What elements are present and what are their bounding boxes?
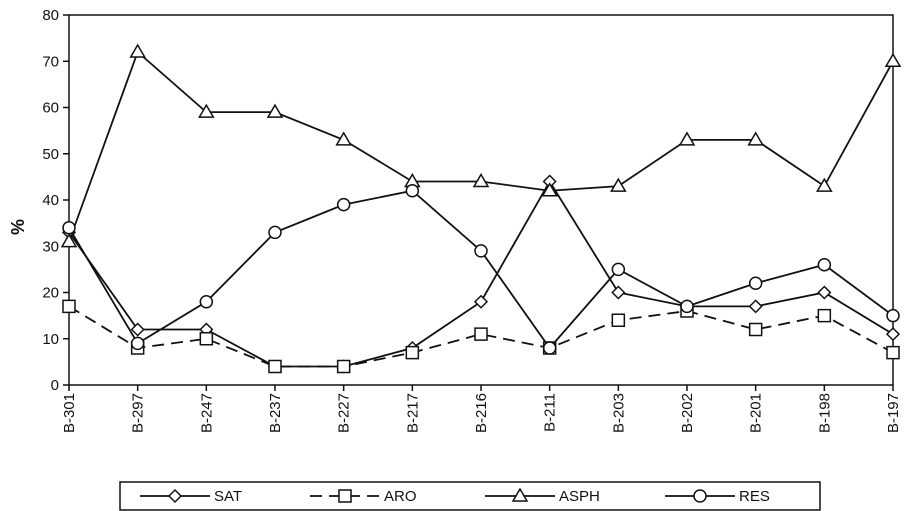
aro-point xyxy=(405,345,420,360)
asph-point xyxy=(60,233,78,248)
y-tick-label: 70 xyxy=(42,53,59,70)
aro-point xyxy=(62,299,76,314)
legend-item-sat: SAT xyxy=(140,488,242,505)
asph-point xyxy=(816,177,833,192)
x-tick-label: B-297 xyxy=(130,393,147,433)
legend-label: RES xyxy=(739,488,770,505)
sat-point xyxy=(817,285,832,300)
y-tick-label: 0 xyxy=(51,377,59,394)
res-point xyxy=(474,244,488,258)
y-tick-label: 30 xyxy=(42,238,59,255)
asph-point xyxy=(541,182,558,197)
legend-box xyxy=(119,481,821,511)
res-point xyxy=(62,221,76,235)
x-tick-label: B-301 xyxy=(61,393,78,433)
asph-point xyxy=(335,131,352,146)
sat-point xyxy=(130,322,145,337)
asph-point xyxy=(610,177,627,192)
aro-point xyxy=(886,345,900,360)
x-tick-label: B-227 xyxy=(336,393,353,433)
aro-point xyxy=(611,313,626,327)
res-point xyxy=(680,299,694,314)
series-sat xyxy=(61,174,901,374)
x-tick-label: B-211 xyxy=(542,393,559,432)
res-point xyxy=(817,258,832,272)
aro-point xyxy=(336,359,351,374)
asph-point xyxy=(511,487,529,502)
y-tick-label: 20 xyxy=(42,285,59,302)
x-tick-label: B-203 xyxy=(610,393,627,433)
res-point xyxy=(199,295,214,309)
x-tick-label: B-197 xyxy=(885,393,902,433)
asph-point xyxy=(747,131,764,146)
x-tick-label: B-201 xyxy=(748,393,765,433)
y-tick-label: 40 xyxy=(42,192,59,209)
aro-point xyxy=(474,327,488,341)
series-line-res xyxy=(68,189,894,350)
asph-point xyxy=(198,103,215,118)
legend-item-res: RES xyxy=(665,488,770,505)
sat-point xyxy=(611,285,626,300)
res-point xyxy=(405,184,420,198)
y-tick-label: 80 xyxy=(42,7,59,24)
sat-point xyxy=(748,299,763,314)
res-point xyxy=(542,341,557,355)
legend: SAT ARO ASPH RES xyxy=(119,481,821,511)
x-tick-label: B-216 xyxy=(473,393,490,433)
legend-label: ARO xyxy=(384,488,417,505)
res-point xyxy=(886,308,900,323)
res-point xyxy=(748,276,763,290)
legend-label: SAT xyxy=(214,488,242,505)
x-tick-label: B-217 xyxy=(404,393,421,433)
legend-item-aro: ARO xyxy=(310,488,417,505)
series-asph xyxy=(60,43,902,248)
y-axis-title: % xyxy=(8,219,28,235)
aro-point xyxy=(817,308,832,323)
res-point xyxy=(693,489,707,503)
y-tick-label: 50 xyxy=(42,146,59,163)
aro-point xyxy=(748,322,763,337)
asph-point xyxy=(266,103,284,118)
asph-point xyxy=(472,173,490,188)
aro-point xyxy=(338,489,352,503)
asph-point xyxy=(129,43,146,58)
aro-point xyxy=(268,359,282,374)
series-res xyxy=(62,184,900,355)
legend-label: ASPH xyxy=(559,488,600,505)
series-aro xyxy=(62,299,900,374)
res-point xyxy=(130,336,145,351)
res-point xyxy=(336,197,351,212)
res-point xyxy=(611,262,626,277)
sat-point xyxy=(167,488,183,504)
y-tick-label: 10 xyxy=(42,331,59,348)
series-line-asph xyxy=(68,50,894,242)
y-tick-label: 60 xyxy=(42,100,59,117)
aro-point xyxy=(199,332,214,346)
sat-point xyxy=(473,294,489,309)
x-tick-label: B-198 xyxy=(816,393,833,433)
x-tick-label: B-202 xyxy=(679,393,696,433)
x-tick-label: B-247 xyxy=(198,393,215,433)
asph-point xyxy=(884,52,902,67)
sat-point xyxy=(885,327,901,342)
x-tick-label: B-237 xyxy=(267,393,284,433)
asph-point xyxy=(678,131,696,146)
res-point xyxy=(268,225,282,240)
legend-item-asph: ASPH xyxy=(485,487,600,505)
